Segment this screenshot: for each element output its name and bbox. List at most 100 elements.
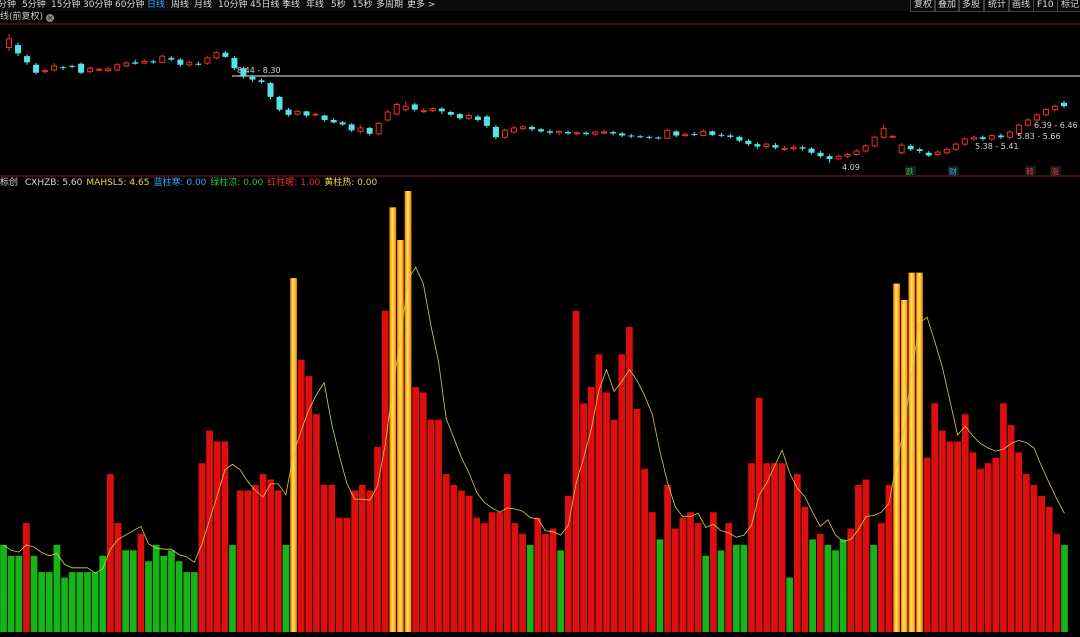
candle-body-24 bbox=[222, 52, 229, 57]
indicator-bar-131 bbox=[1000, 403, 1007, 632]
indicator-name[interactable]: 标创 bbox=[0, 178, 19, 188]
period-tab-2[interactable]: 15分钟 bbox=[51, 0, 81, 10]
indicator-bar-83 bbox=[633, 408, 641, 632]
candle-body-54 bbox=[492, 126, 499, 138]
candle-body-15 bbox=[141, 60, 148, 64]
candle-body-19 bbox=[177, 59, 184, 65]
indicator-bar-117 bbox=[893, 283, 900, 632]
candle-body-44 bbox=[402, 105, 409, 111]
candle-body-93 bbox=[844, 153, 851, 157]
candle-body-63 bbox=[574, 132, 581, 135]
candle-body-115 bbox=[1042, 109, 1049, 116]
period-tab-4[interactable]: 60分钟 bbox=[115, 0, 145, 10]
indicator-bar-18 bbox=[137, 534, 145, 632]
indicator-bar-36 bbox=[274, 490, 282, 632]
period-tab-13[interactable]: 15秒 bbox=[352, 0, 373, 10]
candle-body-52 bbox=[474, 116, 481, 120]
candle-body-58 bbox=[528, 126, 535, 130]
close-icon[interactable]: × bbox=[46, 14, 55, 22]
candle-body-51 bbox=[465, 114, 472, 119]
indicator-bar-73 bbox=[557, 550, 565, 632]
indicator-bar-63 bbox=[481, 523, 488, 632]
candle-body-12 bbox=[114, 64, 121, 71]
indicator-bar-6 bbox=[45, 572, 53, 632]
candle-body-96 bbox=[871, 136, 878, 147]
candle-body-85 bbox=[772, 145, 779, 148]
indicator-bar-102 bbox=[778, 463, 786, 632]
price-annotations: 8.44 - 8.30 4.09 5.38 - 5.415.83 - 5.66 6.3… bbox=[237, 66, 1078, 177]
period-tab-7[interactable]: 月线 bbox=[194, 0, 213, 10]
indicator-bar-127 bbox=[969, 452, 977, 632]
period-tab-10[interactable]: 季线 bbox=[282, 0, 301, 10]
candle-body-84 bbox=[763, 143, 770, 148]
period-tab-8[interactable]: 10分钟 bbox=[218, 0, 248, 10]
indicator-bar-61 bbox=[465, 495, 473, 632]
candle-body-38 bbox=[348, 124, 355, 131]
candle-body-87 bbox=[790, 146, 797, 150]
candle-body-9 bbox=[87, 67, 94, 73]
candle-body-1 bbox=[15, 45, 22, 54]
indicator-bar-42 bbox=[320, 485, 328, 632]
period-tab-0[interactable]: 分钟 bbox=[0, 0, 17, 10]
toolbar-button-2[interactable]: 多股 bbox=[958, 0, 985, 12]
indicator-bar-87 bbox=[664, 485, 671, 632]
indicator-bar-123 bbox=[939, 430, 946, 632]
candle-body-89 bbox=[808, 148, 815, 153]
indicator-bar-134 bbox=[1022, 474, 1030, 632]
toolbar-button-3[interactable]: 统计 bbox=[984, 0, 1011, 12]
toolbar-button-0[interactable]: 复权 bbox=[910, 0, 937, 12]
indicator-bar-90 bbox=[687, 512, 694, 632]
indicator-bar-74 bbox=[564, 495, 572, 632]
candle-body-105 bbox=[952, 143, 959, 150]
indicator-bar-138 bbox=[1053, 534, 1061, 632]
period-tab-11[interactable]: 年线 bbox=[306, 0, 325, 10]
indicator-value-3: 绿柱凉: 0.00 bbox=[210, 178, 264, 188]
candle-body-17 bbox=[159, 55, 166, 63]
indicator-bar-27 bbox=[206, 430, 213, 632]
indicator-bar-51 bbox=[389, 207, 397, 633]
event-tag-3[interactable]: 涨 bbox=[1051, 167, 1059, 177]
candle-body-0 bbox=[6, 38, 12, 49]
indicator-bar-49 bbox=[374, 446, 381, 632]
candle-body-20 bbox=[186, 61, 193, 66]
period-tab-1[interactable]: 5分钟 bbox=[22, 0, 46, 10]
period-tab-5[interactable]: 日线 bbox=[147, 0, 166, 10]
candle-body-39 bbox=[357, 127, 364, 132]
event-tag-bg-1 bbox=[948, 166, 959, 176]
candle-body-79 bbox=[718, 134, 725, 136]
candle-body-74 bbox=[673, 131, 680, 136]
indicator-bar-22 bbox=[168, 550, 175, 632]
indicator-bar-96 bbox=[732, 544, 740, 632]
indicator-bar-75 bbox=[572, 310, 580, 632]
candle-body-98 bbox=[889, 135, 896, 138]
candle-body-65 bbox=[592, 131, 599, 135]
indicator-bar-71 bbox=[542, 534, 549, 632]
period-tab-14[interactable]: 多周期 bbox=[376, 0, 404, 10]
period-tab-12[interactable]: 5秒 bbox=[331, 0, 346, 10]
indicator-bar-41 bbox=[313, 414, 320, 632]
period-tab-9[interactable]: 45日线 bbox=[250, 0, 280, 10]
event-tag-2[interactable]: 转 bbox=[1026, 167, 1034, 177]
candle-body-64 bbox=[583, 132, 590, 135]
candle-body-6 bbox=[60, 67, 67, 69]
indicator-bar-91 bbox=[694, 523, 702, 632]
event-tag-1[interactable]: 财 bbox=[949, 167, 957, 177]
indicator-bar-39 bbox=[297, 359, 305, 632]
candle-body-47 bbox=[429, 108, 436, 112]
toolbar-button-1[interactable]: 叠加 bbox=[934, 0, 961, 12]
toolbar-button-6[interactable]: 标记 bbox=[1057, 0, 1080, 12]
indicator-bar-101 bbox=[771, 463, 778, 632]
candle-body-34 bbox=[312, 113, 319, 116]
candle-body-111 bbox=[1006, 131, 1013, 138]
candle-body-41 bbox=[375, 122, 382, 135]
indicator-bar-14 bbox=[107, 474, 114, 632]
candle-body-60 bbox=[547, 131, 554, 133]
period-tab-3[interactable]: 30分钟 bbox=[83, 0, 113, 10]
period-tab-6[interactable]: 周线 bbox=[171, 0, 190, 10]
indicator-bar-52 bbox=[397, 240, 404, 632]
indicator-value-2: 蓝柱寒: 0.00 bbox=[153, 178, 207, 188]
price-annotation-1: 4.09 bbox=[842, 163, 860, 172]
event-tag-0[interactable]: 跌 bbox=[906, 167, 914, 177]
period-tab-15[interactable]: 更多 > bbox=[407, 0, 436, 10]
